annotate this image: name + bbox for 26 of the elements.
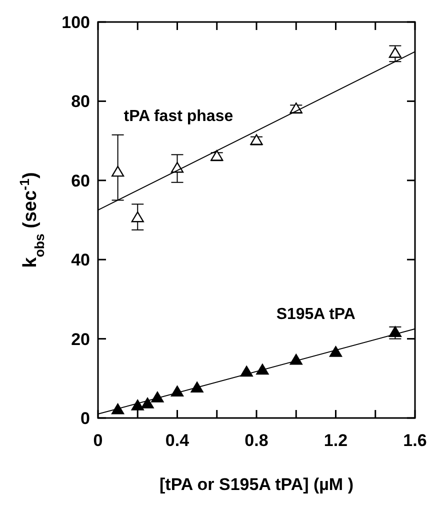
y-tick-label: 100 bbox=[62, 13, 90, 32]
x-tick-label: 1.6 bbox=[403, 431, 427, 450]
point bbox=[112, 403, 124, 414]
point bbox=[131, 400, 144, 410]
point bbox=[131, 211, 144, 222]
x-axis-title: [tPA or S195A tPA] (µM ) bbox=[160, 475, 354, 494]
x-tick-label: 1.2 bbox=[324, 431, 348, 450]
point bbox=[112, 166, 124, 177]
series-label: S195A tPA bbox=[276, 306, 356, 323]
point bbox=[151, 392, 164, 402]
point bbox=[210, 150, 224, 161]
y-tick-label: 60 bbox=[71, 171, 90, 190]
y-tick-label: 80 bbox=[71, 92, 90, 112]
point bbox=[170, 386, 184, 396]
point bbox=[388, 47, 402, 58]
point bbox=[329, 346, 342, 357]
y-tick-label: 0 bbox=[80, 409, 90, 428]
point bbox=[190, 382, 204, 392]
x-tick-label: 0.4 bbox=[165, 431, 190, 450]
x-tick-label: 0.8 bbox=[244, 431, 268, 450]
y-tick-label: 40 bbox=[71, 250, 90, 270]
y-tick-label: 20 bbox=[71, 330, 90, 349]
series-label: tPA fast phase bbox=[124, 108, 234, 125]
point bbox=[290, 354, 302, 365]
point bbox=[141, 398, 154, 408]
x-tick-label: 0 bbox=[93, 431, 103, 450]
